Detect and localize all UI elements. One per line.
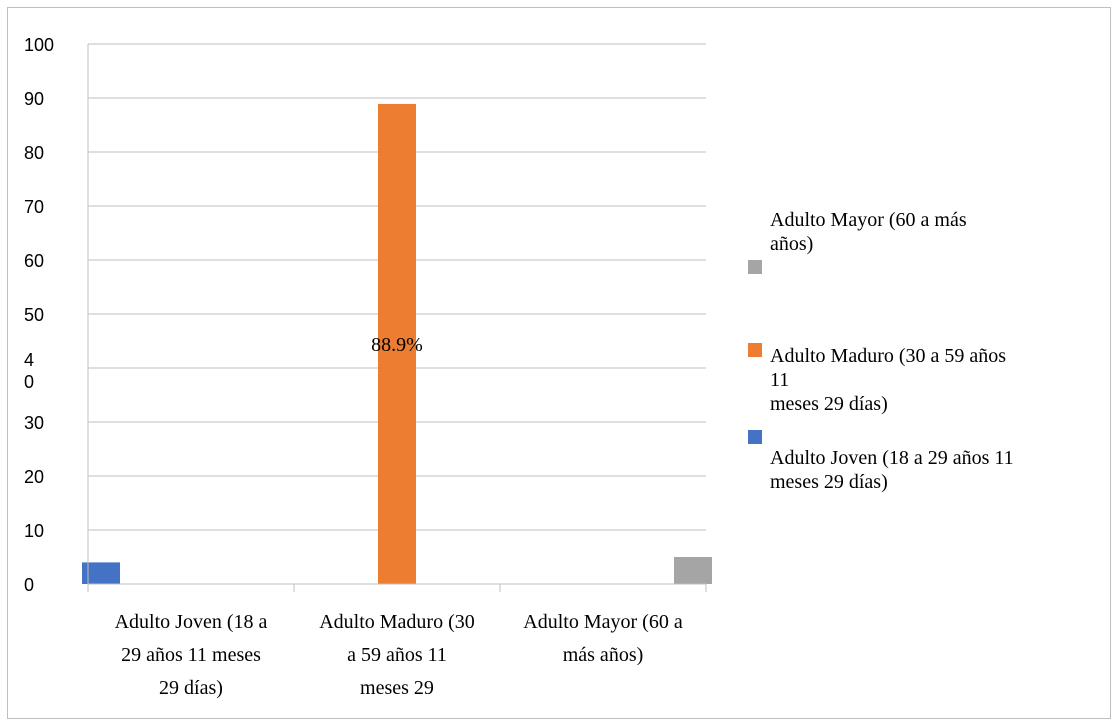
data-label: 88.9%: [371, 334, 423, 356]
axes: [87, 44, 707, 592]
y-tick-label: 0: [24, 575, 34, 595]
y-tick-label: 80: [24, 143, 44, 163]
bar: [82, 562, 120, 584]
bar: [378, 103, 416, 584]
y-tick-label: 20: [24, 467, 44, 487]
legend-label: Adulto Mayor (60 a más años): [770, 209, 967, 255]
legend-label: Adulto Joven (18 a 29 años 11 meses 29 d…: [770, 447, 1014, 493]
legend-swatch: [748, 260, 762, 274]
y-tick-label: 60: [24, 251, 44, 271]
y-tick-label: 50: [24, 305, 44, 325]
x-category-label: Adulto Maduro (30 a 59 años 11 meses 29: [319, 611, 475, 699]
bar: [674, 557, 712, 584]
legend-swatch: [748, 343, 762, 357]
legend-swatch: [748, 430, 762, 444]
y-axis-ticks: 0 10 20 30 4 0 50 60 70 80 90 100: [24, 35, 54, 595]
y-tick-label: 70: [24, 197, 44, 217]
data-labels: 88.9%: [371, 334, 423, 356]
y-tick-label: 90: [24, 89, 44, 109]
x-category-label: Adulto Mayor (60 a más años): [523, 611, 683, 666]
y-tick-label: 100: [24, 35, 54, 55]
x-category-label: Adulto Joven (18 a 29 años 11 meses 29 d…: [114, 611, 268, 699]
y-tick-label: 10: [24, 521, 44, 541]
bars: [82, 103, 712, 584]
y-tick-label: 30: [24, 413, 44, 433]
gridlines: [88, 43, 706, 531]
legend-label: Adulto Maduro (30 a 59 años 11 meses 29 …: [770, 345, 1007, 415]
